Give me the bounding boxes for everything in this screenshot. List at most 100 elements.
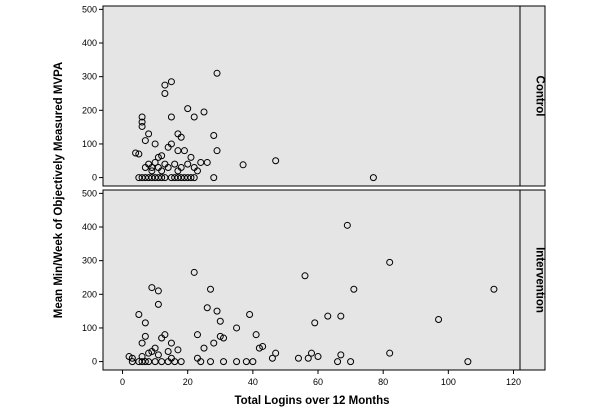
y-tick-label: 400	[82, 222, 97, 232]
data-point	[161, 331, 169, 339]
data-point	[337, 351, 345, 359]
data-point	[177, 163, 185, 171]
x-tick-label: 120	[506, 377, 521, 387]
y-tick-label: 300	[82, 72, 97, 82]
data-point	[138, 122, 146, 130]
panel-plot-area	[102, 5, 521, 187]
data-point	[311, 319, 319, 327]
x-axis: 0 20 40 60 80 100 120	[120, 370, 521, 387]
data-point	[200, 108, 208, 116]
data-point	[203, 304, 211, 312]
data-point	[184, 174, 192, 182]
data-point	[252, 331, 260, 339]
data-point	[268, 354, 276, 362]
data-point	[350, 285, 358, 293]
data-point	[158, 152, 166, 160]
data-point	[233, 358, 241, 366]
data-point	[190, 174, 198, 182]
data-point	[216, 332, 224, 340]
data-point	[141, 358, 149, 366]
data-point	[190, 113, 198, 121]
data-point	[369, 174, 377, 182]
data-point	[304, 354, 312, 362]
y-tick-label: 400	[82, 38, 97, 48]
data-point	[158, 167, 166, 175]
data-point	[177, 133, 185, 141]
data-point	[148, 167, 156, 175]
data-point	[184, 160, 192, 168]
panel-plot-area	[102, 189, 521, 371]
data-point	[435, 316, 443, 324]
data-point	[128, 358, 136, 366]
data-point	[167, 140, 175, 148]
data-point	[167, 174, 175, 182]
data-point	[220, 358, 228, 366]
data-point	[154, 174, 162, 182]
data-point	[164, 347, 172, 355]
data-point	[148, 174, 156, 182]
data-point	[148, 163, 156, 171]
data-point	[294, 354, 302, 362]
data-point	[187, 153, 195, 161]
x-tick-label: 60	[313, 377, 323, 387]
data-point	[207, 358, 215, 366]
data-point	[154, 300, 162, 308]
data-point	[141, 319, 149, 327]
data-point	[171, 358, 179, 366]
data-point	[255, 344, 263, 352]
y-tick-label: 200	[82, 105, 97, 115]
data-point	[154, 351, 162, 359]
data-point	[213, 307, 221, 315]
data-point	[337, 312, 345, 320]
data-point	[210, 132, 218, 140]
data-point	[167, 113, 175, 121]
y-tick-label: 0	[92, 173, 97, 183]
data-point	[158, 174, 166, 182]
x-tick-label: 0	[120, 377, 125, 387]
data-point	[145, 174, 153, 182]
data-point	[190, 268, 198, 276]
data-point	[164, 163, 172, 171]
data-point	[246, 310, 254, 318]
data-point	[174, 147, 182, 155]
data-point	[187, 174, 195, 182]
data-point	[386, 349, 394, 357]
data-point	[249, 358, 257, 366]
x-tick-label: 80	[378, 377, 388, 387]
data-point	[308, 349, 315, 357]
y-tick-label: 100	[82, 323, 97, 333]
data-point	[167, 78, 175, 86]
data-point	[200, 344, 208, 352]
data-point	[132, 149, 140, 157]
data-point	[135, 358, 143, 366]
data-point	[138, 174, 146, 182]
x-axis-title: Total Logins over 12 Months	[234, 395, 389, 407]
data-point	[490, 285, 498, 293]
panel-strip	[519, 189, 546, 371]
data-point	[386, 258, 394, 266]
data-point	[151, 158, 159, 166]
data-point	[216, 317, 224, 325]
y-tick-label: 500	[82, 188, 97, 198]
x-tick-label: 20	[183, 377, 193, 387]
x-tick-label: 100	[441, 377, 456, 387]
panel-intervention: Intervention 0 100 200 300 400 500	[82, 188, 546, 371]
data-point	[138, 358, 146, 366]
data-point	[138, 118, 146, 126]
data-point	[138, 353, 146, 361]
data-point	[141, 137, 149, 145]
data-point	[464, 358, 472, 366]
data-point	[171, 174, 179, 182]
data-point	[233, 324, 241, 332]
data-point	[210, 339, 218, 347]
y-tick-label: 500	[82, 4, 97, 14]
data-point	[135, 150, 143, 158]
data-point	[184, 105, 192, 113]
data-point	[220, 334, 228, 342]
y-tick-label: 100	[82, 139, 97, 149]
data-point	[125, 353, 133, 361]
y-tick-label: 300	[82, 256, 97, 266]
data-point	[180, 147, 188, 155]
data-point	[213, 147, 221, 155]
data-point	[213, 69, 221, 77]
